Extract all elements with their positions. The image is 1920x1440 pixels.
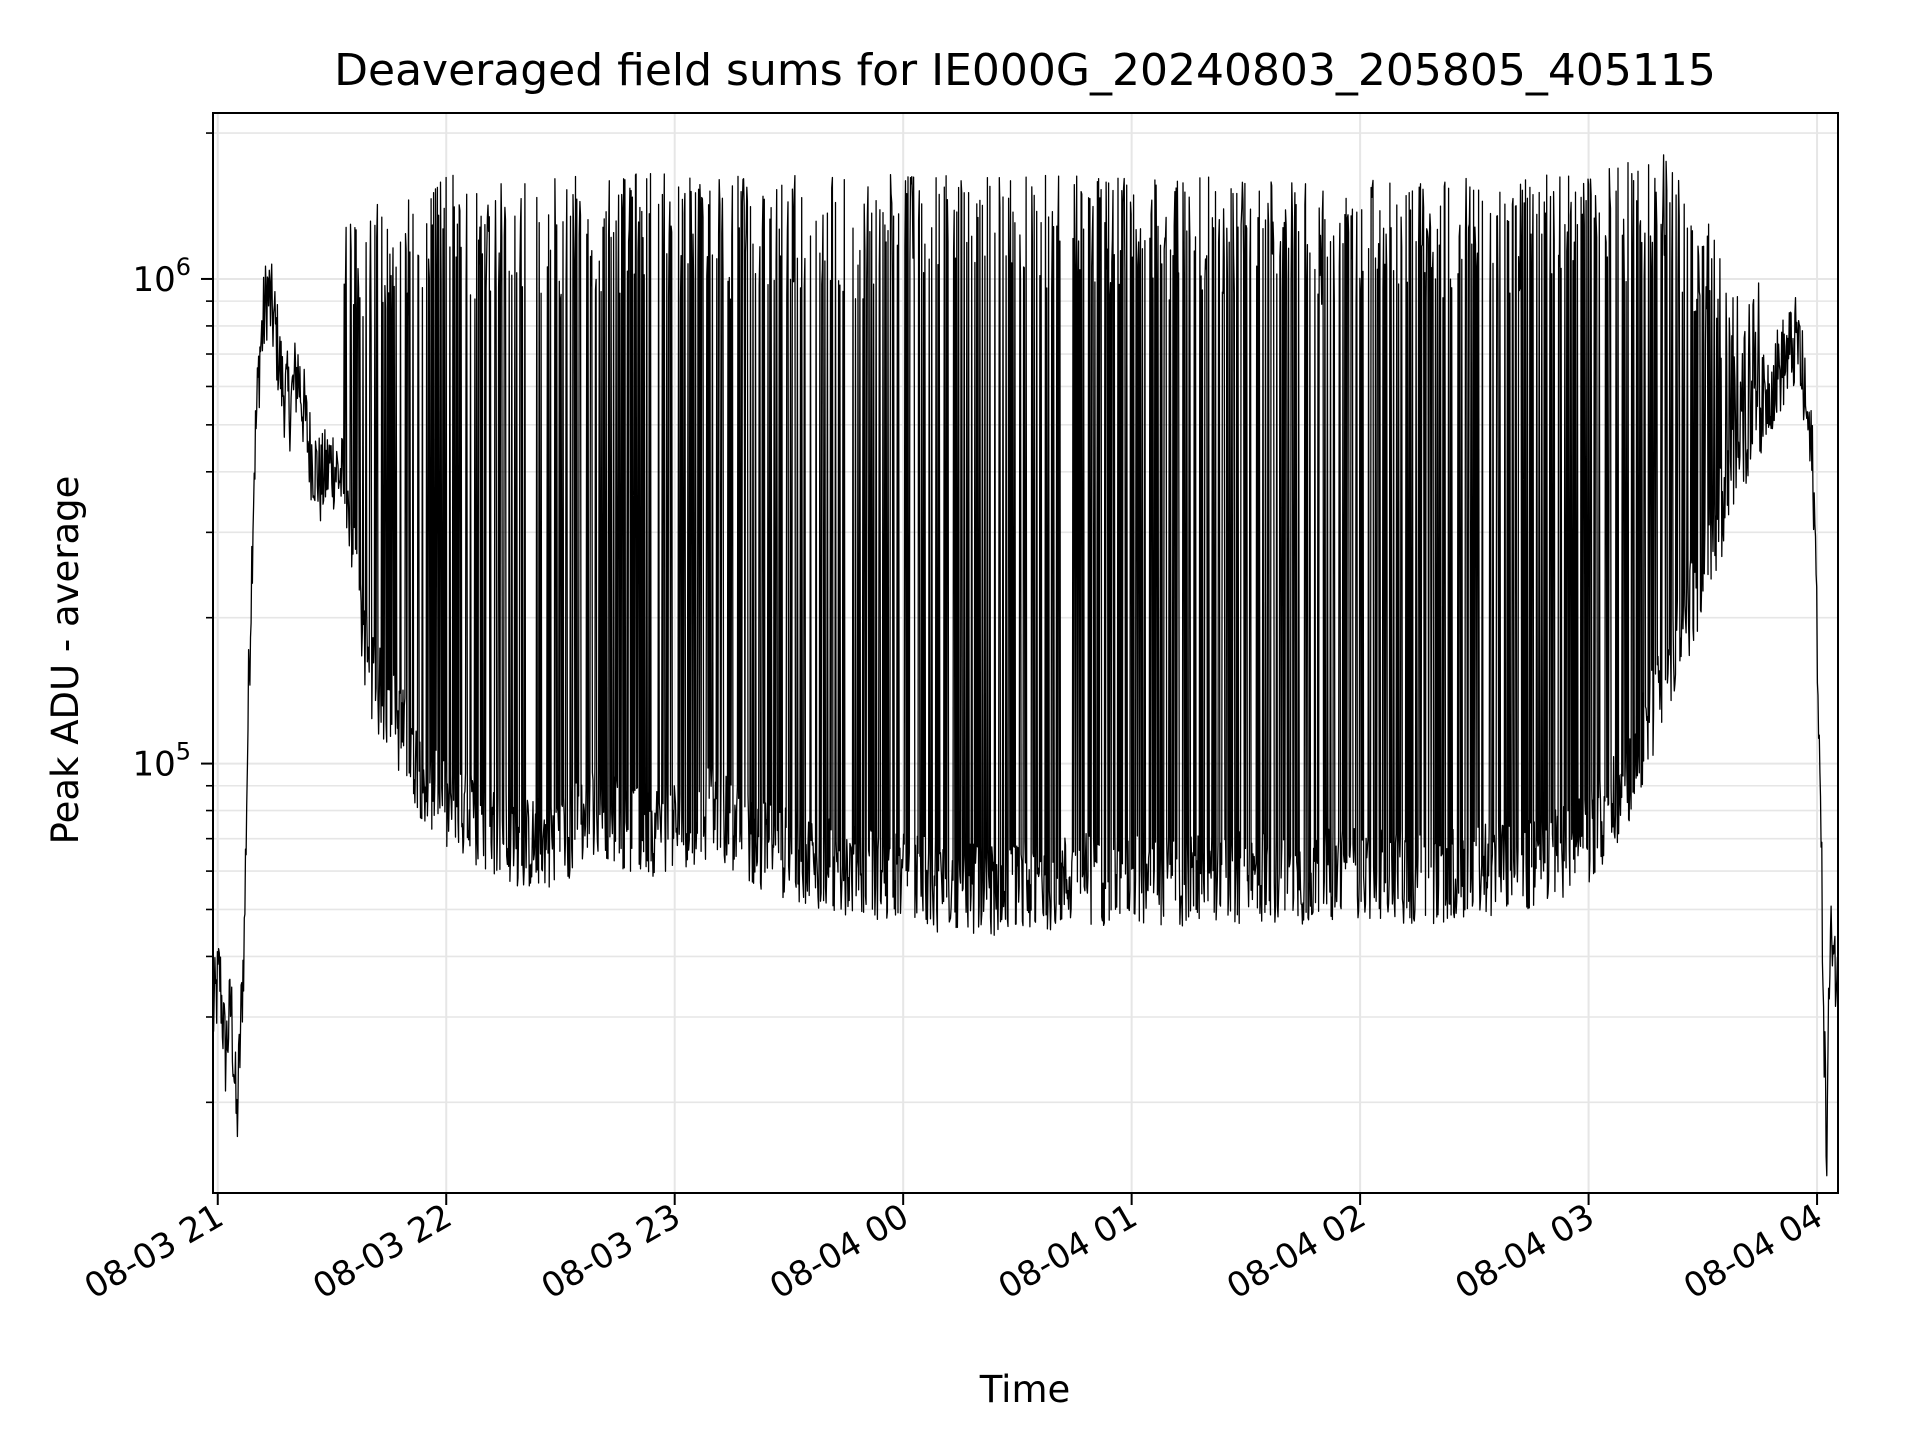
series-layer	[212, 154, 1839, 1177]
x-tick-label: 08-04 02	[1220, 1196, 1372, 1307]
chart-title: Deaveraged field sums for IE000G_2024080…	[334, 45, 1716, 96]
series-line	[212, 154, 1839, 1177]
y-tick-label: 105	[132, 738, 191, 785]
y-axis-label: Peak ADU - average	[44, 476, 87, 845]
plot-frame	[212, 112, 1839, 1194]
x-tick-label: 08-04 03	[1449, 1196, 1601, 1307]
x-axis-label: Time	[979, 1368, 1071, 1411]
x-axis: 08-03 21 08-03 22 08-03 23 08-04 00 08-04 01…	[78, 1193, 1830, 1307]
x-tick-label: 08-03 21	[78, 1196, 230, 1307]
x-tick-label: 08-04 01	[992, 1196, 1144, 1307]
x-tick-label: 08-04 00	[763, 1196, 915, 1307]
x-tick-label: 08-03 22	[306, 1196, 458, 1307]
x-tick-label: 08-03 23	[535, 1196, 687, 1307]
x-tick-label: 08-04 04	[1677, 1196, 1829, 1307]
y-axis: 105 106	[132, 132, 213, 1104]
y-tick-label: 106	[132, 253, 191, 300]
